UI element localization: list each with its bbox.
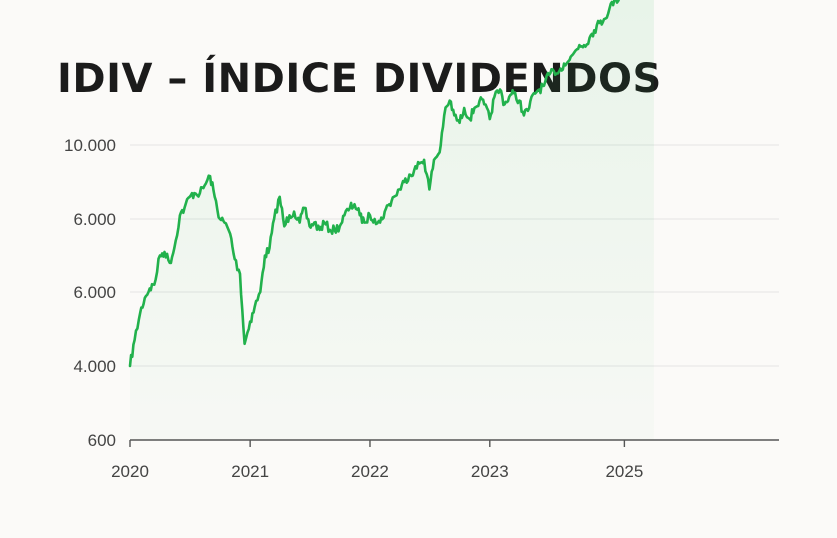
y-tick-label: 10.000 (64, 136, 116, 155)
series-line (128, 0, 621, 368)
y-tick-label: 600 (88, 431, 116, 450)
x-tick-label: 2025 (605, 462, 643, 481)
y-axis: 600 4.000 6.000 6.000 10.000 (64, 136, 116, 450)
series-area (130, 0, 654, 440)
y-tick-label: 6.000 (73, 210, 116, 229)
x-tick-label: 2022 (351, 462, 389, 481)
x-tick-label: 2023 (471, 462, 509, 481)
y-tick-label: 4.000 (73, 357, 116, 376)
x-tick-label: 2021 (231, 462, 269, 481)
series-line-path (128, 0, 621, 368)
y-tick-label: 6.000 (73, 283, 116, 302)
x-tick-label: 2020 (111, 462, 149, 481)
x-axis: 2020 2021 2022 2023 2025 (111, 439, 779, 481)
series-area-fill (130, 0, 654, 440)
